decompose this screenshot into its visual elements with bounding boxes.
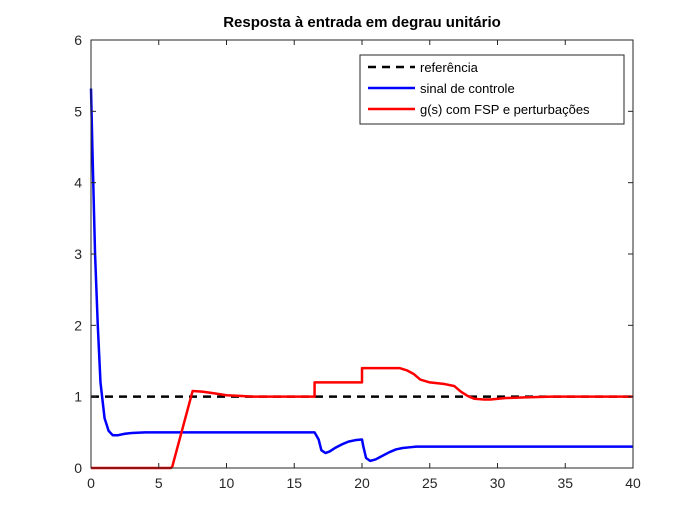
x-tick-label: 40	[625, 475, 641, 491]
legend-label-sinal-de-controle: sinal de controle	[420, 81, 515, 96]
legend-label-referencia: referência	[420, 60, 479, 75]
x-tick-label: 30	[490, 475, 506, 491]
y-tick-label: 6	[74, 32, 82, 48]
x-tick-label: 10	[219, 475, 235, 491]
x-tick-label: 25	[422, 475, 438, 491]
y-tick-label: 2	[74, 317, 82, 333]
x-tick-label: 5	[155, 475, 163, 491]
x-tick-label: 0	[87, 475, 95, 491]
x-tick-label: 35	[557, 475, 573, 491]
y-tick-label: 5	[74, 103, 82, 119]
legend-label-g-s-com-fsp-e-perturbacoes: g(s) com FSP e perturbações	[420, 102, 590, 117]
tick-layer: 0 5 10 15 20 25 30 35 40 0 1 2 3 4 5 6	[74, 32, 641, 491]
series-line-sinal-de-controle	[89, 88, 633, 463]
y-tick-label: 1	[74, 389, 82, 405]
series-line-g-s-com-fsp-e-perturbacoes	[91, 366, 633, 470]
series-layer	[89, 88, 633, 470]
y-tick-label: 4	[74, 175, 82, 191]
y-tick-label: 3	[74, 246, 82, 262]
chart-title: Resposta à entrada em degrau unitário	[223, 14, 501, 31]
x-tick-label: 15	[286, 475, 302, 491]
legend: referência sinal de controle g(s) com FSP …	[359, 54, 625, 125]
y-tick-label: 0	[74, 460, 82, 476]
x-tick-label: 20	[354, 475, 370, 491]
